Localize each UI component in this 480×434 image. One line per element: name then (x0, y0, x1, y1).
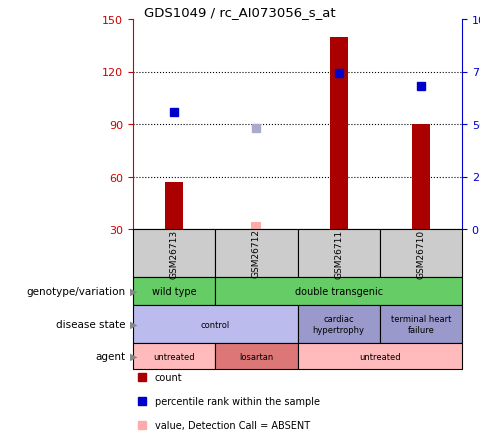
Text: untreated: untreated (359, 352, 401, 361)
Text: untreated: untreated (153, 352, 195, 361)
Bar (330, 37, 348, 230)
Bar (252, 223, 261, 230)
Text: ▶: ▶ (130, 319, 137, 329)
Text: control: control (201, 320, 230, 329)
Text: ▶: ▶ (130, 351, 137, 361)
Text: GSM26713: GSM26713 (169, 229, 179, 278)
Text: wild type: wild type (152, 286, 196, 296)
Text: disease state: disease state (56, 319, 125, 329)
Text: GSM26712: GSM26712 (252, 229, 261, 278)
Bar (165, 182, 183, 230)
Text: GSM26711: GSM26711 (334, 229, 343, 278)
Text: percentile rank within the sample: percentile rank within the sample (155, 396, 320, 406)
Text: GDS1049 / rc_AI073056_s_at: GDS1049 / rc_AI073056_s_at (144, 7, 336, 20)
Text: agent: agent (95, 351, 125, 361)
Text: GSM26710: GSM26710 (416, 229, 425, 278)
Text: terminal heart
failure: terminal heart failure (391, 315, 451, 334)
Bar (412, 125, 430, 230)
Text: losartan: losartan (239, 352, 274, 361)
Text: ▶: ▶ (130, 286, 137, 296)
Text: genotype/variation: genotype/variation (26, 286, 125, 296)
Text: value, Detection Call = ABSENT: value, Detection Call = ABSENT (155, 420, 310, 430)
Text: count: count (155, 372, 182, 382)
Text: cardiac
hypertrophy: cardiac hypertrophy (312, 315, 365, 334)
Text: double transgenic: double transgenic (295, 286, 383, 296)
